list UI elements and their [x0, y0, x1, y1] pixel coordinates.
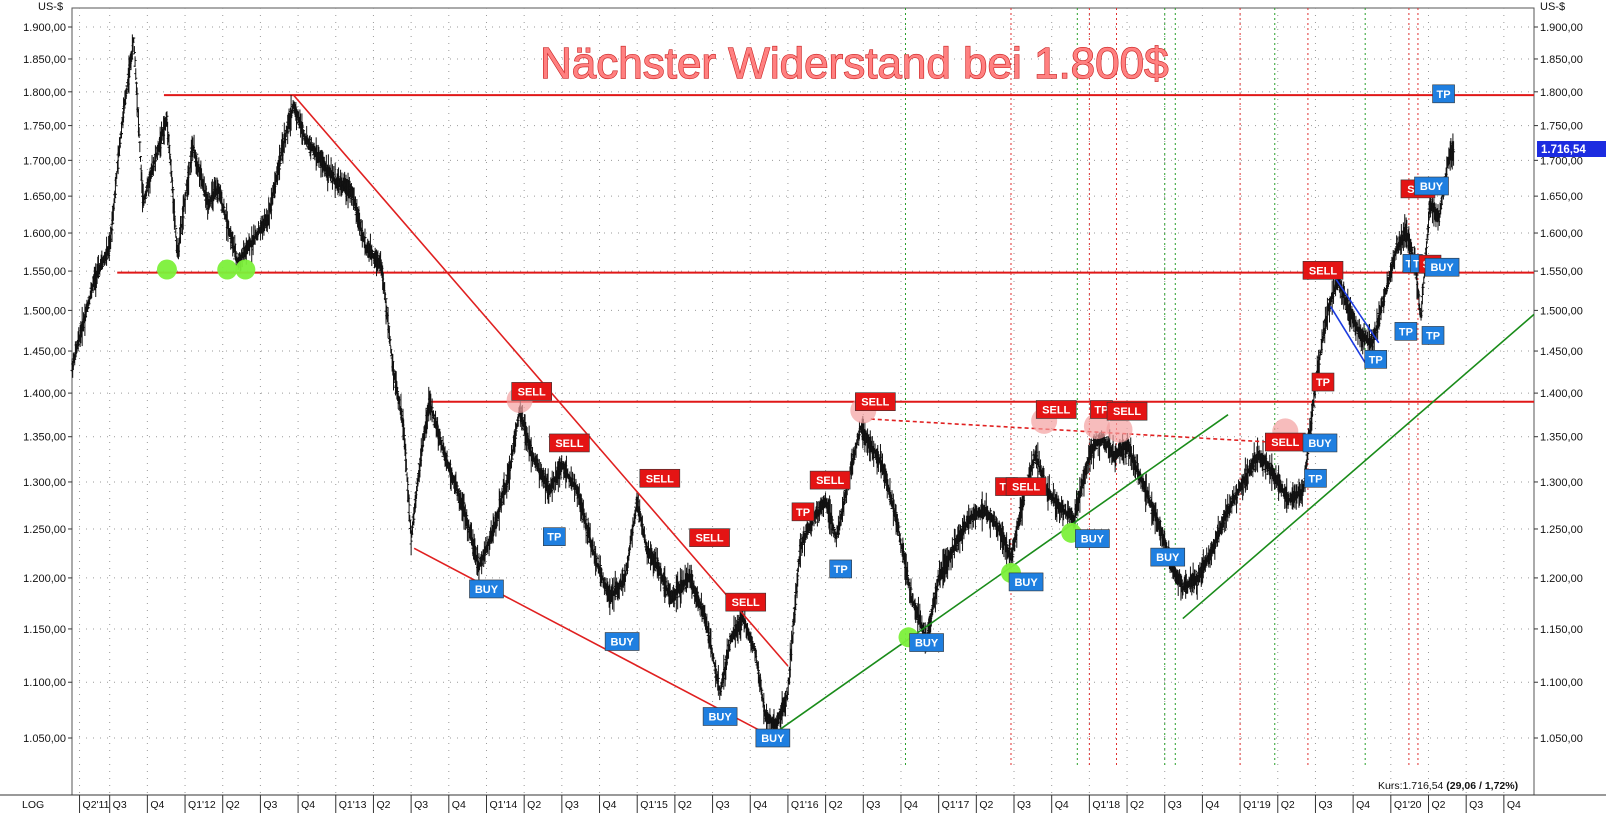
price-bars [70, 34, 1456, 738]
horizontal-levels [117, 94, 1534, 403]
signal-vertical-lines [904, 8, 1419, 765]
